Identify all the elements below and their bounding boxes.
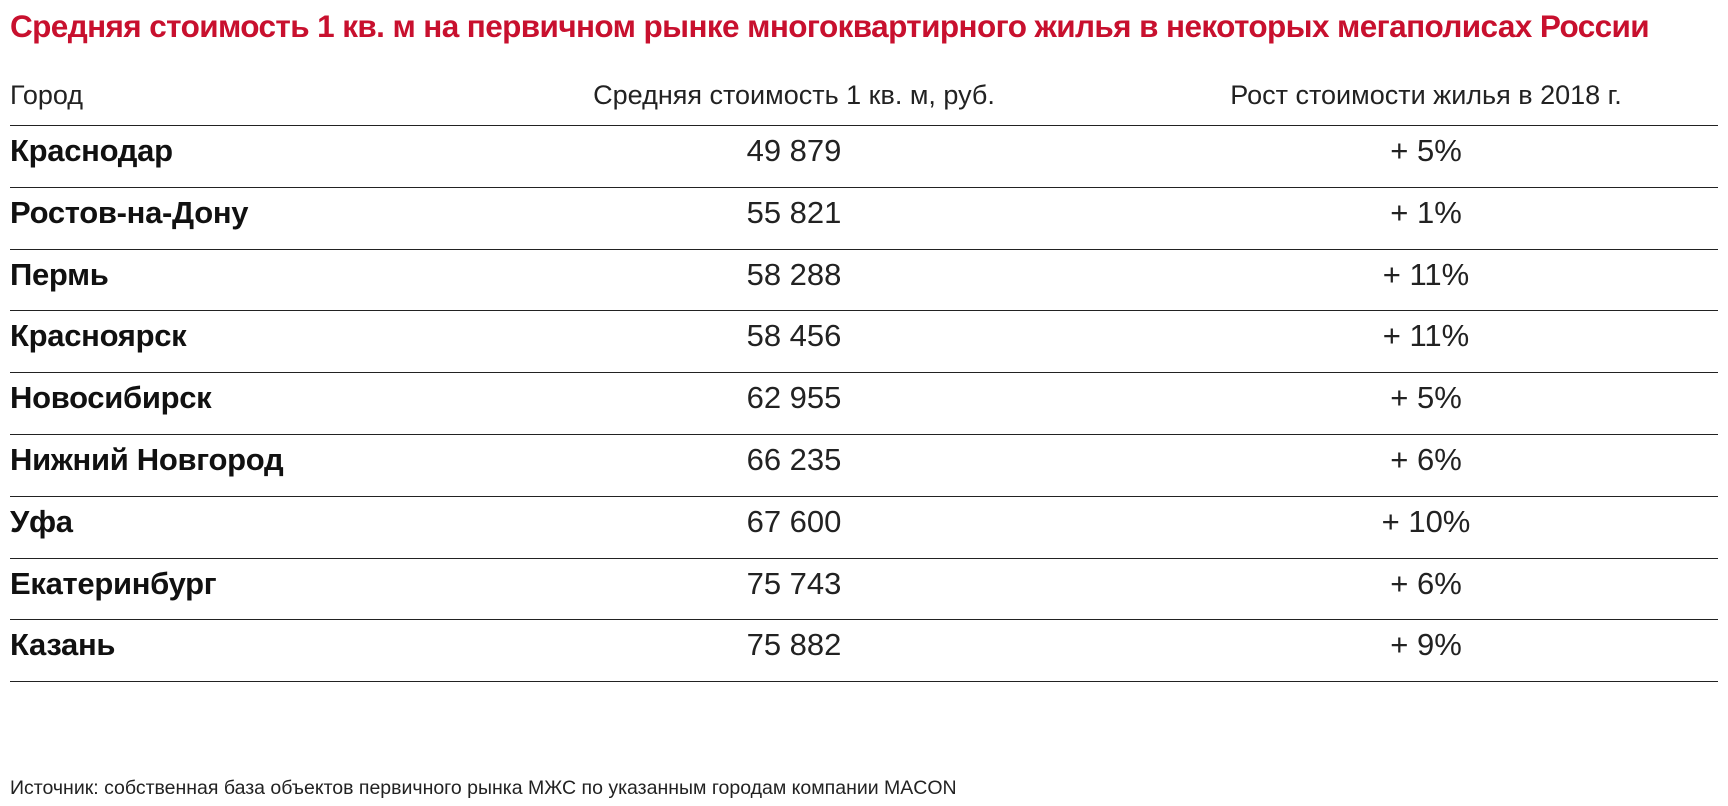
row-rule <box>10 619 1718 621</box>
cell-price: 75 882 <box>746 627 842 663</box>
table-row: Новосибирск 62 955 + 5% <box>10 373 1718 441</box>
row-rule <box>10 495 1718 497</box>
cell-city: Новосибирск <box>10 380 212 416</box>
cell-city: Уфа <box>10 503 73 539</box>
row-rule <box>10 557 1718 559</box>
row-rule <box>10 186 1718 188</box>
cell-price: 55 821 <box>746 194 842 230</box>
cell-price: 75 743 <box>746 565 842 601</box>
table-row: Красноярск 58 456 + 11% <box>10 311 1718 379</box>
cell-growth: + 11% <box>1382 318 1470 354</box>
cell-city: Екатеринбург <box>10 565 217 601</box>
cell-price: 62 955 <box>746 380 842 416</box>
cell-city: Пермь <box>10 256 109 292</box>
cell-growth: + 9% <box>1390 627 1462 663</box>
cell-city: Казань <box>10 627 116 663</box>
cell-price: 67 600 <box>746 503 842 539</box>
row-rule <box>10 310 1718 312</box>
table-row: Екатеринбург 75 743 + 6% <box>10 559 1718 627</box>
column-header-growth: Рост стоимости жилья в 2018 г. <box>1230 80 1622 110</box>
column-header-city: Город <box>10 80 84 110</box>
cell-city: Нижний Новгород <box>10 442 284 477</box>
column-header-price: Средняя стоимость 1 кв. м, руб. <box>593 80 995 110</box>
cell-price: 49 879 <box>746 133 842 168</box>
cell-price: 58 456 <box>746 318 842 354</box>
cell-growth: + 10% <box>1381 503 1471 539</box>
cell-growth: + 6% <box>1390 442 1462 477</box>
header-rule <box>10 125 1718 126</box>
row-rule <box>10 434 1718 435</box>
cell-growth: + 5% <box>1390 133 1462 168</box>
table-row: Пермь 58 288 + 11% <box>10 250 1718 318</box>
table-header: Город Средняя стоимость 1 кв. м, руб. Ро… <box>10 75 1718 127</box>
source-note: Источник: собственная база объектов перв… <box>10 777 957 799</box>
chart-title: Средняя стоимость 1 кв. м на первичном р… <box>10 8 1650 44</box>
table-row: Уфа 67 600 + 10% <box>10 497 1718 565</box>
table-row: Казань 75 882 + 9% <box>10 620 1718 688</box>
cell-growth: + 5% <box>1390 380 1462 416</box>
cell-city: Ростов-на-Дону <box>10 194 249 230</box>
table-row: Краснодар 49 879 + 5% <box>10 126 1718 194</box>
row-rule <box>10 248 1718 250</box>
row-rule <box>10 681 1718 683</box>
cell-growth: + 11% <box>1382 256 1470 292</box>
cell-price: 66 235 <box>746 442 842 477</box>
table-row: Ростов-на-Дону 55 821 + 1% <box>10 188 1718 256</box>
table-row: Нижний Новгород 66 235 + 6% <box>10 435 1718 503</box>
cell-price: 58 288 <box>746 256 842 292</box>
cell-city: Красноярск <box>10 318 187 354</box>
row-rule <box>10 372 1718 374</box>
cell-growth: + 1% <box>1390 194 1462 230</box>
cell-city: Краснодар <box>10 133 173 168</box>
cell-growth: + 6% <box>1390 565 1462 601</box>
